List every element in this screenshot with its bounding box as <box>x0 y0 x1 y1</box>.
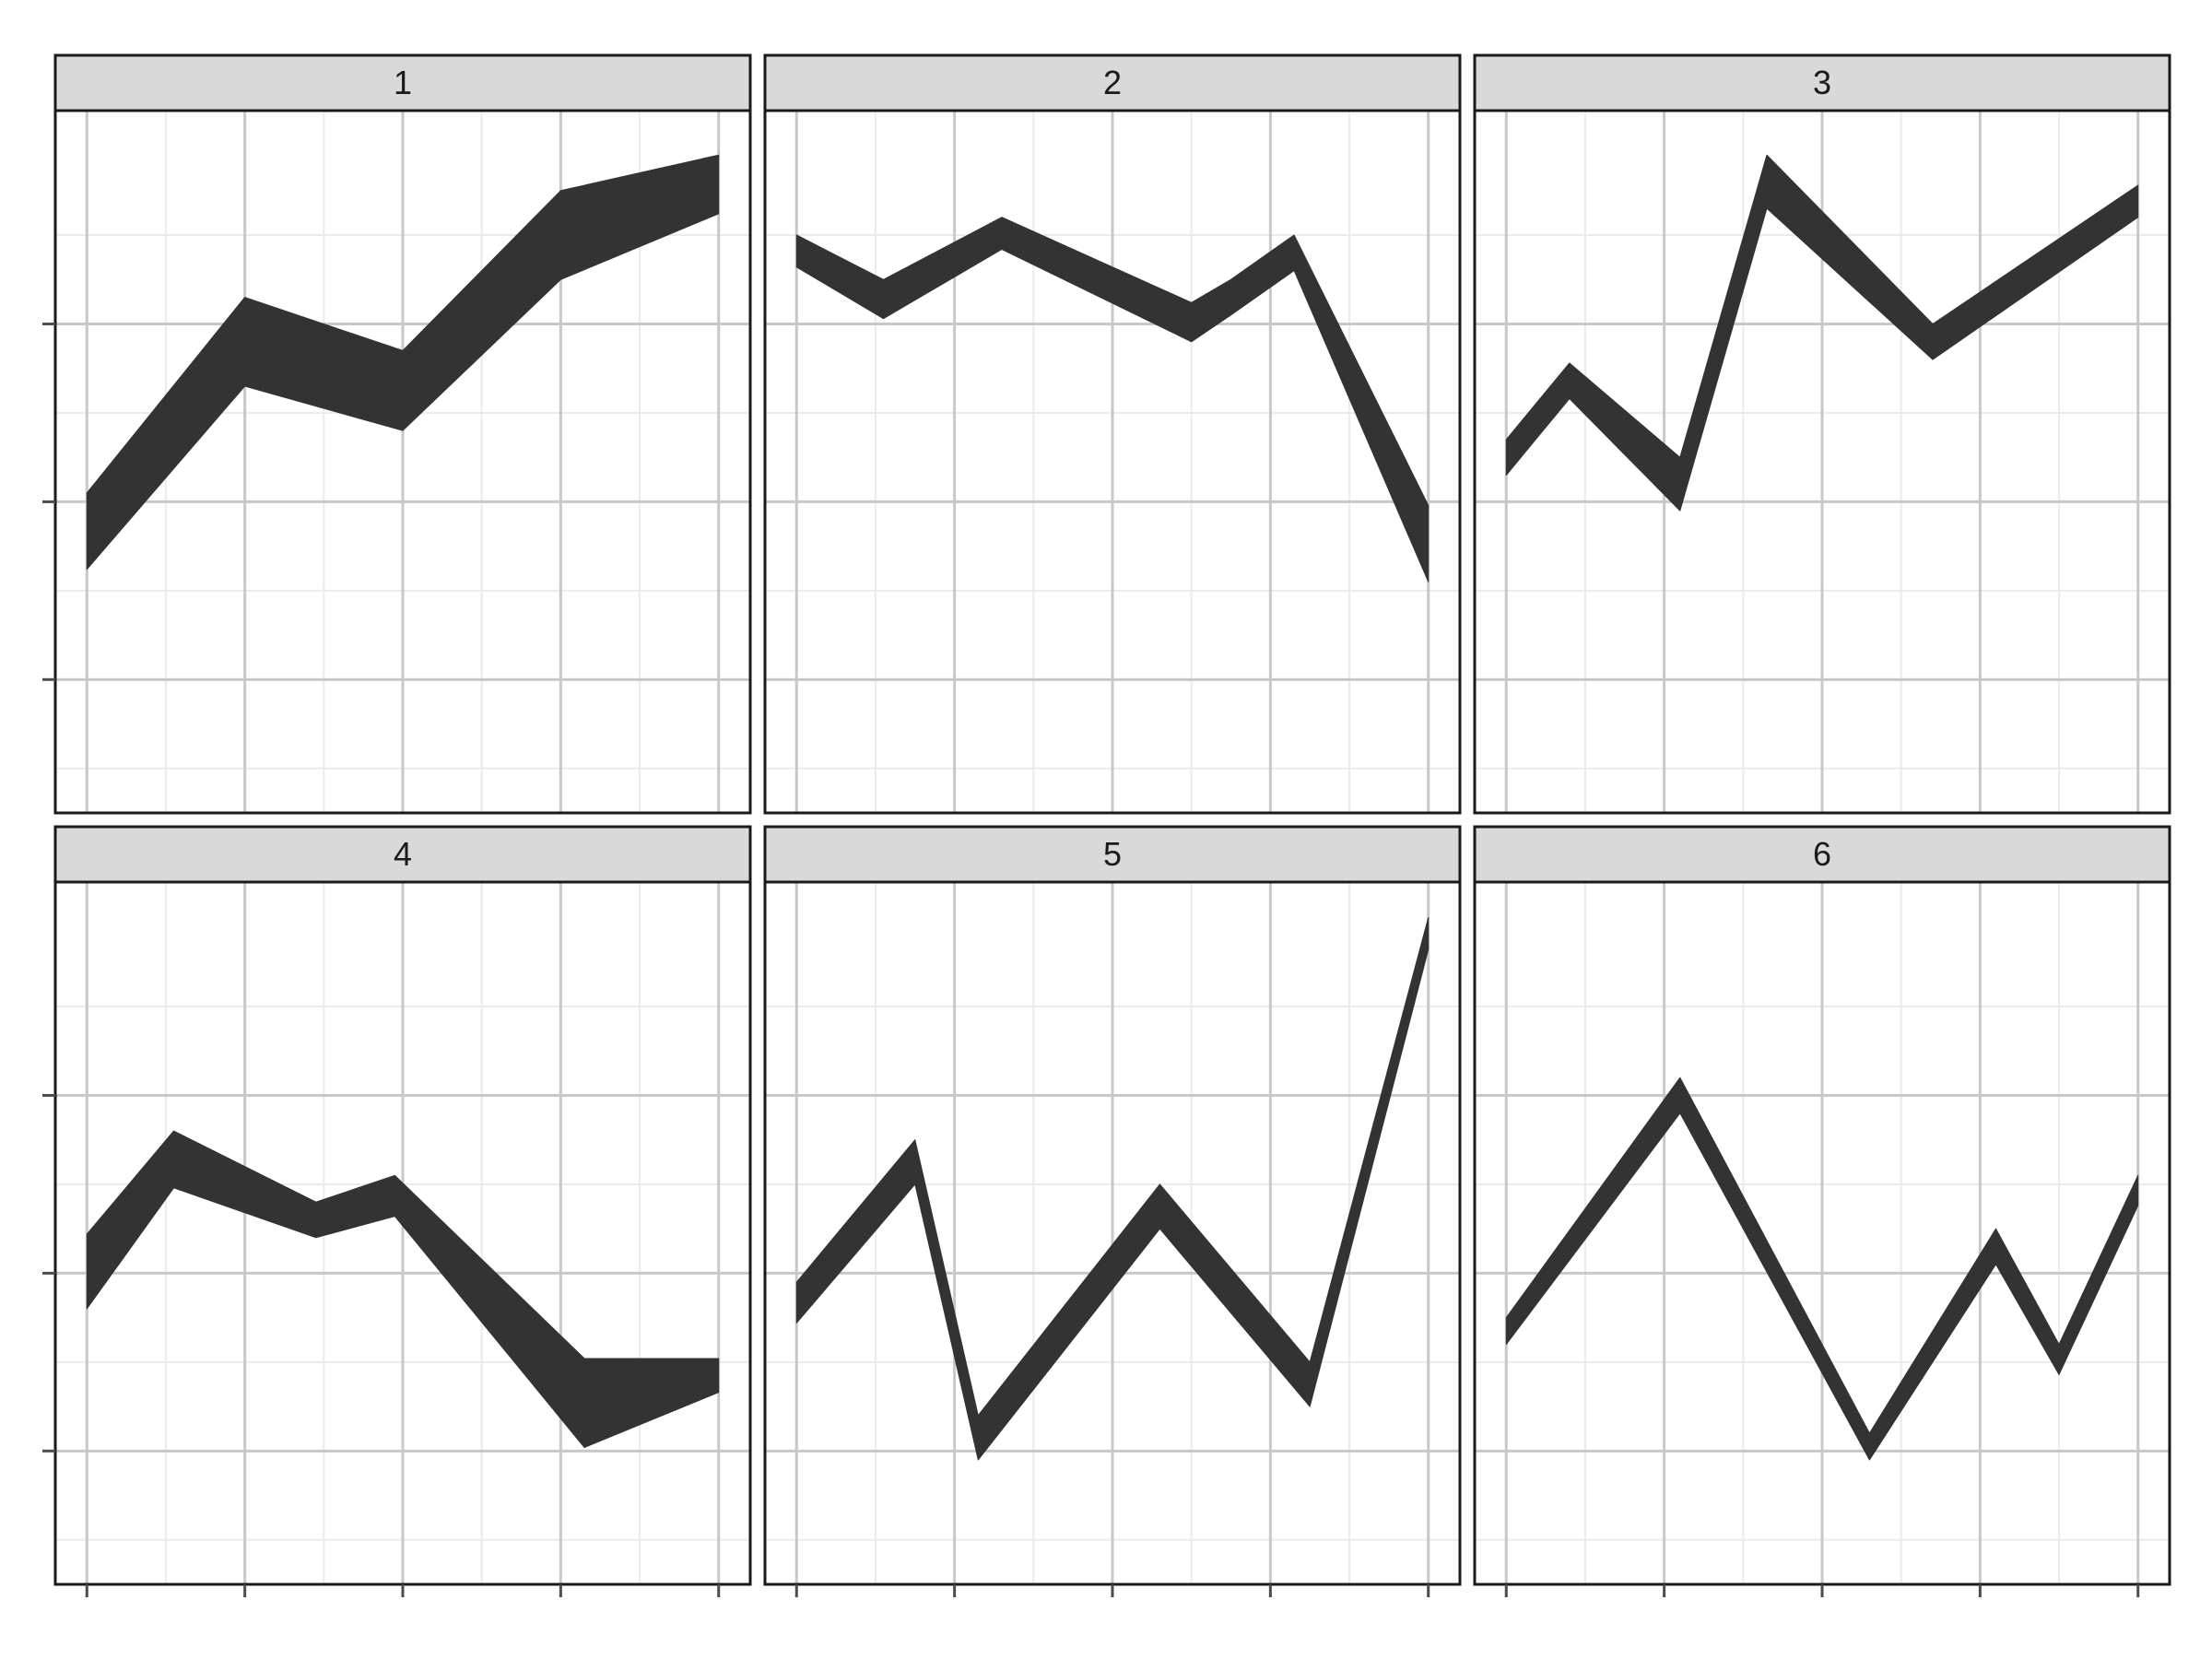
ribbon-series-6 <box>1505 1077 2139 1461</box>
facet-strip <box>53 825 752 884</box>
facet-panel-4: 4 <box>42 825 752 1597</box>
facet-strip-label: 5 <box>1103 835 1122 873</box>
facet-strip-label: 6 <box>1813 835 1831 873</box>
facet-panel-1: 1 <box>42 53 752 815</box>
facet-strip <box>1473 53 2171 112</box>
facet-panel-3: 3 <box>1473 53 2171 815</box>
facet-strip-label: 4 <box>394 835 412 873</box>
facet-strip-label: 1 <box>394 64 412 101</box>
facet-strip <box>763 53 1462 112</box>
facet-strip-label: 3 <box>1813 64 1831 101</box>
ribbon-series-1 <box>86 154 720 571</box>
facet-strip <box>53 53 752 112</box>
ribbon-series-2 <box>795 217 1430 582</box>
ribbon-series-3 <box>1505 154 2139 512</box>
facet-panel-5: 5 <box>763 825 1462 1597</box>
ribbon-series-4 <box>86 1130 720 1448</box>
facet-strip-label: 2 <box>1103 64 1122 101</box>
facet-panel-6: 6 <box>1473 825 2171 1597</box>
facet-strip <box>763 825 1462 884</box>
facet-panel-2: 2 <box>763 53 1462 815</box>
ribbon-series-5 <box>795 917 1430 1461</box>
facet-strip <box>1473 825 2171 884</box>
